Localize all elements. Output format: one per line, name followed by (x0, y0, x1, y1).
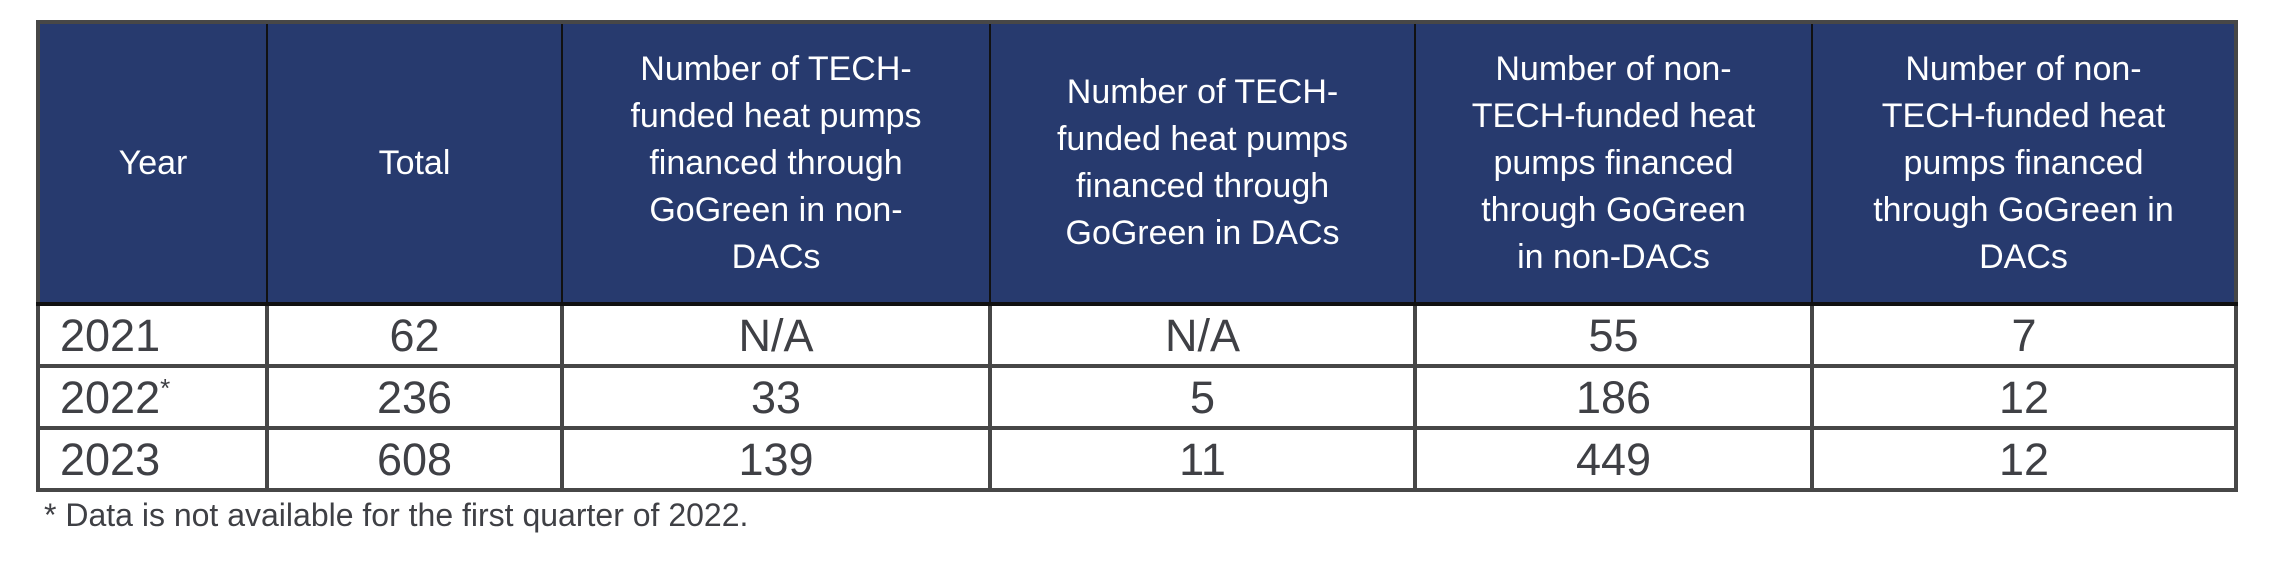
table-footnote: * Data is not available for the first qu… (44, 497, 749, 533)
tech-funded-dac-cell: 11 (988, 426, 1417, 492)
column-header-non-tech-funded-dac: Number of non-TECH-funded heat pumps fin… (1811, 21, 2237, 306)
year-note-marker: * (160, 372, 171, 403)
table-row-2021: 2021 62 N/A N/A 55 7 (36, 302, 2238, 368)
column-header-year: Year (37, 21, 268, 306)
column-header-non-tech-funded-non-dac: Number of non-TECH-funded heat pumps fin… (1414, 21, 1813, 306)
year-value: 2021 (60, 309, 161, 361)
year-value: 2022 (60, 371, 161, 423)
year-cell: 2023 (36, 426, 269, 492)
year-value: 2023 (60, 433, 161, 485)
total-cell: 608 (265, 426, 564, 492)
non-tech-funded-dac-cell: 7 (1810, 302, 2238, 368)
table-row-2023: 2023 608 139 11 449 12 (36, 426, 2238, 492)
column-header-total: Total (266, 21, 563, 306)
column-header-tech-funded-non-dac: Number of TECH-funded heat pumps finance… (561, 21, 991, 306)
table-row-2022: 2022* 236 33 5 186 12 (36, 364, 2238, 430)
non-tech-funded-non-dac-cell: 449 (1413, 426, 1814, 492)
total-cell: 236 (265, 364, 564, 430)
column-header-tech-funded-dac: Number of TECH-funded heat pumps finance… (989, 21, 1416, 306)
tech-funded-non-dac-cell: N/A (560, 302, 992, 368)
non-tech-funded-non-dac-cell: 55 (1413, 302, 1814, 368)
year-cell: 2022* (36, 364, 269, 430)
non-tech-funded-non-dac-cell: 186 (1413, 364, 1814, 430)
total-cell: 62 (265, 302, 564, 368)
non-tech-funded-dac-cell: 12 (1810, 364, 2238, 430)
header-row: Year Total Number of TECH-funded heat pu… (37, 21, 2237, 306)
non-tech-funded-dac-cell: 12 (1810, 426, 2238, 492)
year-cell: 2021 (36, 302, 269, 368)
tech-funded-non-dac-cell: 139 (560, 426, 992, 492)
tech-funded-dac-cell: 5 (988, 364, 1417, 430)
tech-funded-dac-cell: N/A (988, 302, 1417, 368)
table-header: Year Total Number of TECH-funded heat pu… (37, 21, 2237, 306)
table-body: 2021 62 N/A N/A 55 7 2022* 236 33 5 186 … (36, 302, 2238, 492)
heat-pump-financing-table: Year Total Number of TECH-funded heat pu… (36, 20, 2238, 492)
tech-funded-non-dac-cell: 33 (560, 364, 992, 430)
